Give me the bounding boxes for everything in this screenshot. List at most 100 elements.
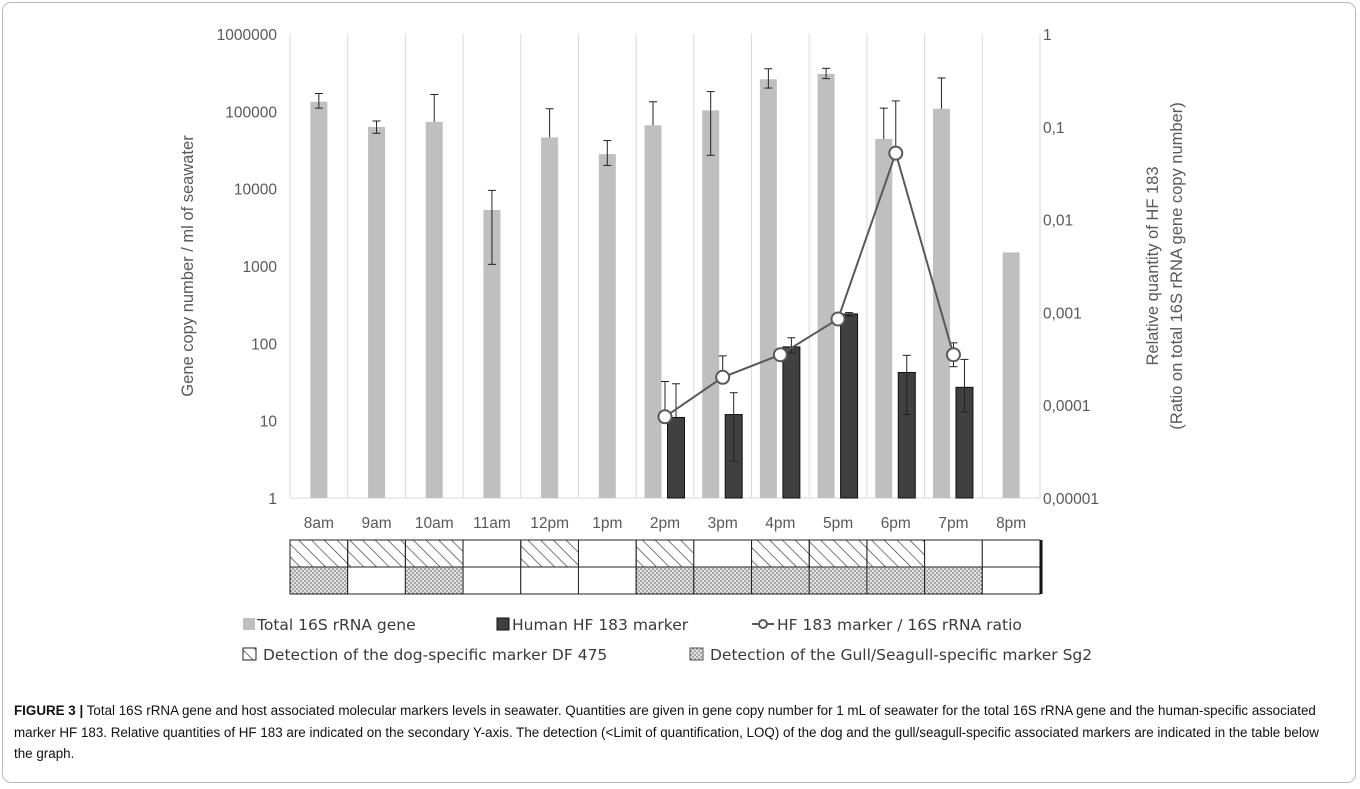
chart: 1 10 100 1000 10000 100000 1000000 0,00001 0,000… [179, 27, 1186, 664]
y-tick-label: 1000 [243, 259, 278, 276]
y-tick-label: 10 [260, 414, 278, 431]
detection-cell [808, 539, 868, 568]
bar-total-16s [425, 121, 443, 499]
detection-cell [404, 566, 464, 595]
detection-cell [924, 566, 983, 595]
y2-axis-title-line1: Relative quantity of HF 183 [1144, 166, 1162, 365]
ratio-point [772, 347, 788, 363]
ratio-point [888, 145, 904, 161]
detection-cell [751, 566, 810, 595]
bar-total-16s [932, 108, 950, 498]
x-tick-label: 7pm [938, 515, 968, 532]
bar-total-16s [875, 138, 893, 499]
detection-cell [981, 539, 1041, 568]
legend-marker-ratio [758, 619, 768, 629]
detection-cell [577, 566, 637, 595]
x-tick-label: 11am [473, 515, 511, 532]
detection-cell [981, 566, 1041, 595]
y-tick-label: 10000 [234, 182, 277, 199]
x-tick-label: 3pm [708, 515, 738, 532]
bar-human-hf183 [840, 313, 859, 499]
caption-label: FIGURE 3 | [14, 703, 84, 718]
legend-swatch-human-hf183 [496, 617, 510, 631]
bar-total-16s [541, 137, 559, 498]
bar-total-16s [310, 101, 328, 499]
error-bars [314, 67, 969, 462]
bar-total-16s [759, 79, 777, 498]
ratio-point [657, 409, 673, 425]
y-axis-title: Gene copy number / ml of seawater [179, 135, 197, 397]
x-tick-label: 8pm [996, 515, 1026, 532]
bar-total-16s [598, 154, 616, 499]
detection-cell [404, 539, 464, 568]
detection-cell [347, 566, 406, 595]
bar-human-hf183 [667, 416, 685, 499]
ratio-point [945, 347, 961, 363]
figure-caption: FIGURE 3 | Total 16S rRNA gene and host … [14, 700, 1339, 765]
detection-cell [289, 539, 349, 568]
bar-total-16s [483, 209, 501, 499]
y-tick-label: 1000000 [217, 27, 278, 44]
y2-tick-label: 0,0001 [1043, 398, 1090, 415]
legend-label-ratio: HF 183 marker / 16S rRNA ratio [777, 616, 1022, 634]
detection-cell [577, 539, 637, 568]
y2-tick-label: 0,1 [1043, 120, 1065, 137]
x-tick-label: 5pm [823, 515, 853, 532]
gridlines [289, 34, 1041, 498]
x-tick-label: 6pm [881, 515, 911, 532]
legend-label-total-16s: Total 16S rRNA gene [256, 616, 416, 634]
y2-tick-label: 0,00001 [1043, 491, 1099, 508]
detection-cell [866, 566, 926, 595]
x-tick-label: 4pm [765, 515, 795, 532]
x-tick-label: 1pm [592, 515, 622, 532]
legend-swatch-gull-marker [689, 647, 704, 661]
y-tick-label: 1 [268, 491, 277, 508]
y2-tick-label: 0,01 [1043, 213, 1073, 230]
detection-cell [462, 539, 522, 568]
bar-total-16s [644, 125, 662, 498]
y2-axis-title-line2: (Ratio on total 16S rRNA gene copy numbe… [1168, 102, 1186, 429]
legend-swatch-dog-marker [242, 647, 257, 661]
caption-text: Total 16S rRNA gene and host associated … [14, 703, 1319, 761]
x-tick-label: 10am [415, 515, 454, 532]
axes: 1 10 100 1000 10000 100000 1000000 0,00001 0,000… [179, 27, 1186, 532]
bars [310, 73, 1020, 499]
y-tick-label: 100000 [225, 104, 277, 121]
bar-total-16s [817, 73, 835, 499]
detection-table [289, 539, 1043, 595]
bar-total-16s [1002, 252, 1020, 498]
x-tick-label: 2pm [650, 515, 680, 532]
legend-swatch-total-16s [243, 618, 255, 630]
detection-cell [289, 566, 349, 595]
detection-cell [347, 539, 406, 568]
detection-cell [924, 539, 983, 568]
legend-label-human-hf183: Human HF 183 marker [512, 616, 689, 634]
detection-cell [693, 566, 753, 595]
bar-total-16s [702, 110, 720, 499]
ratio-line-path [664, 149, 955, 418]
detection-cell [751, 539, 810, 568]
legend: Total 16S rRNA gene Human HF 183 marker HF… [242, 616, 1092, 664]
y2-tick-label: 0,001 [1043, 305, 1082, 322]
x-tick-label: 9am [361, 515, 391, 532]
y-tick-label: 100 [251, 336, 277, 353]
legend-label-dog-marker: Detection of the dog-specific marker DF … [263, 646, 607, 664]
x-tick-label: 8am [304, 515, 334, 532]
bar-human-hf183 [782, 346, 801, 499]
detection-cell [520, 566, 579, 595]
ratio-point [715, 369, 731, 385]
detection-cell [635, 566, 695, 595]
y2-tick-label: 1 [1043, 27, 1052, 44]
detection-cell [462, 566, 522, 595]
legend-label-gull-marker: Detection of the Gull/Seagull-specific m… [710, 646, 1092, 664]
bar-total-16s [368, 126, 386, 498]
detection-cell [520, 539, 579, 568]
detection-cell [693, 539, 753, 568]
ratio-line [657, 145, 961, 425]
detection-cell [866, 539, 926, 568]
x-tick-label: 12pm [530, 515, 569, 532]
detection-cell [808, 566, 868, 595]
ratio-point [830, 311, 846, 327]
detection-cell [635, 539, 695, 568]
